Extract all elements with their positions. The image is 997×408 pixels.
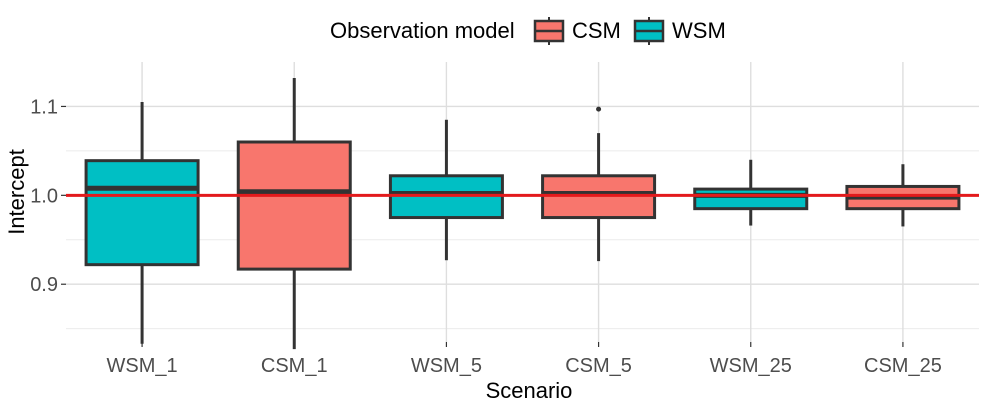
legend-entry-wsm: WSM xyxy=(633,17,726,45)
iqr-box xyxy=(84,159,200,267)
x-tick-label: CSM_25 xyxy=(864,355,942,377)
box-wsm-1 xyxy=(84,102,200,344)
y-axis-ticks: 0.9 1.0 1.1 xyxy=(30,96,66,296)
x-tick-label: CSM_5 xyxy=(565,355,632,377)
y-tick-label: 0.9 xyxy=(30,274,58,296)
iqr-box xyxy=(693,187,809,211)
legend-label-csm: CSM xyxy=(572,18,621,43)
x-tick-label: WSM_5 xyxy=(411,355,482,377)
y-axis-title: Intercept xyxy=(4,149,29,235)
grid xyxy=(66,62,979,342)
legend-entry-csm: CSM xyxy=(533,17,621,45)
iqr-box xyxy=(236,140,352,271)
legend-title: Observation model xyxy=(330,18,515,43)
x-axis-ticks: WSM_1 CSM_1 WSM_5 CSM_5 WSM_25 CSM_25 xyxy=(107,342,942,377)
box-csm-1 xyxy=(236,78,352,350)
y-tick-label: 1.0 xyxy=(30,185,58,207)
boxes xyxy=(84,78,961,350)
y-tick-label: 1.1 xyxy=(30,96,58,118)
box-wsm-25 xyxy=(693,159,809,226)
legend: Observation model CSM WSM xyxy=(330,17,726,45)
x-axis-title: Scenario xyxy=(486,378,573,403)
outlier-point xyxy=(596,106,602,112)
legend-label-wsm: WSM xyxy=(672,18,726,43)
x-tick-label: WSM_1 xyxy=(107,355,178,377)
x-tick-label: CSM_1 xyxy=(261,355,328,377)
x-tick-label: WSM_25 xyxy=(710,355,792,377)
box-csm-25 xyxy=(845,164,961,227)
box-wsm-5 xyxy=(388,119,504,261)
